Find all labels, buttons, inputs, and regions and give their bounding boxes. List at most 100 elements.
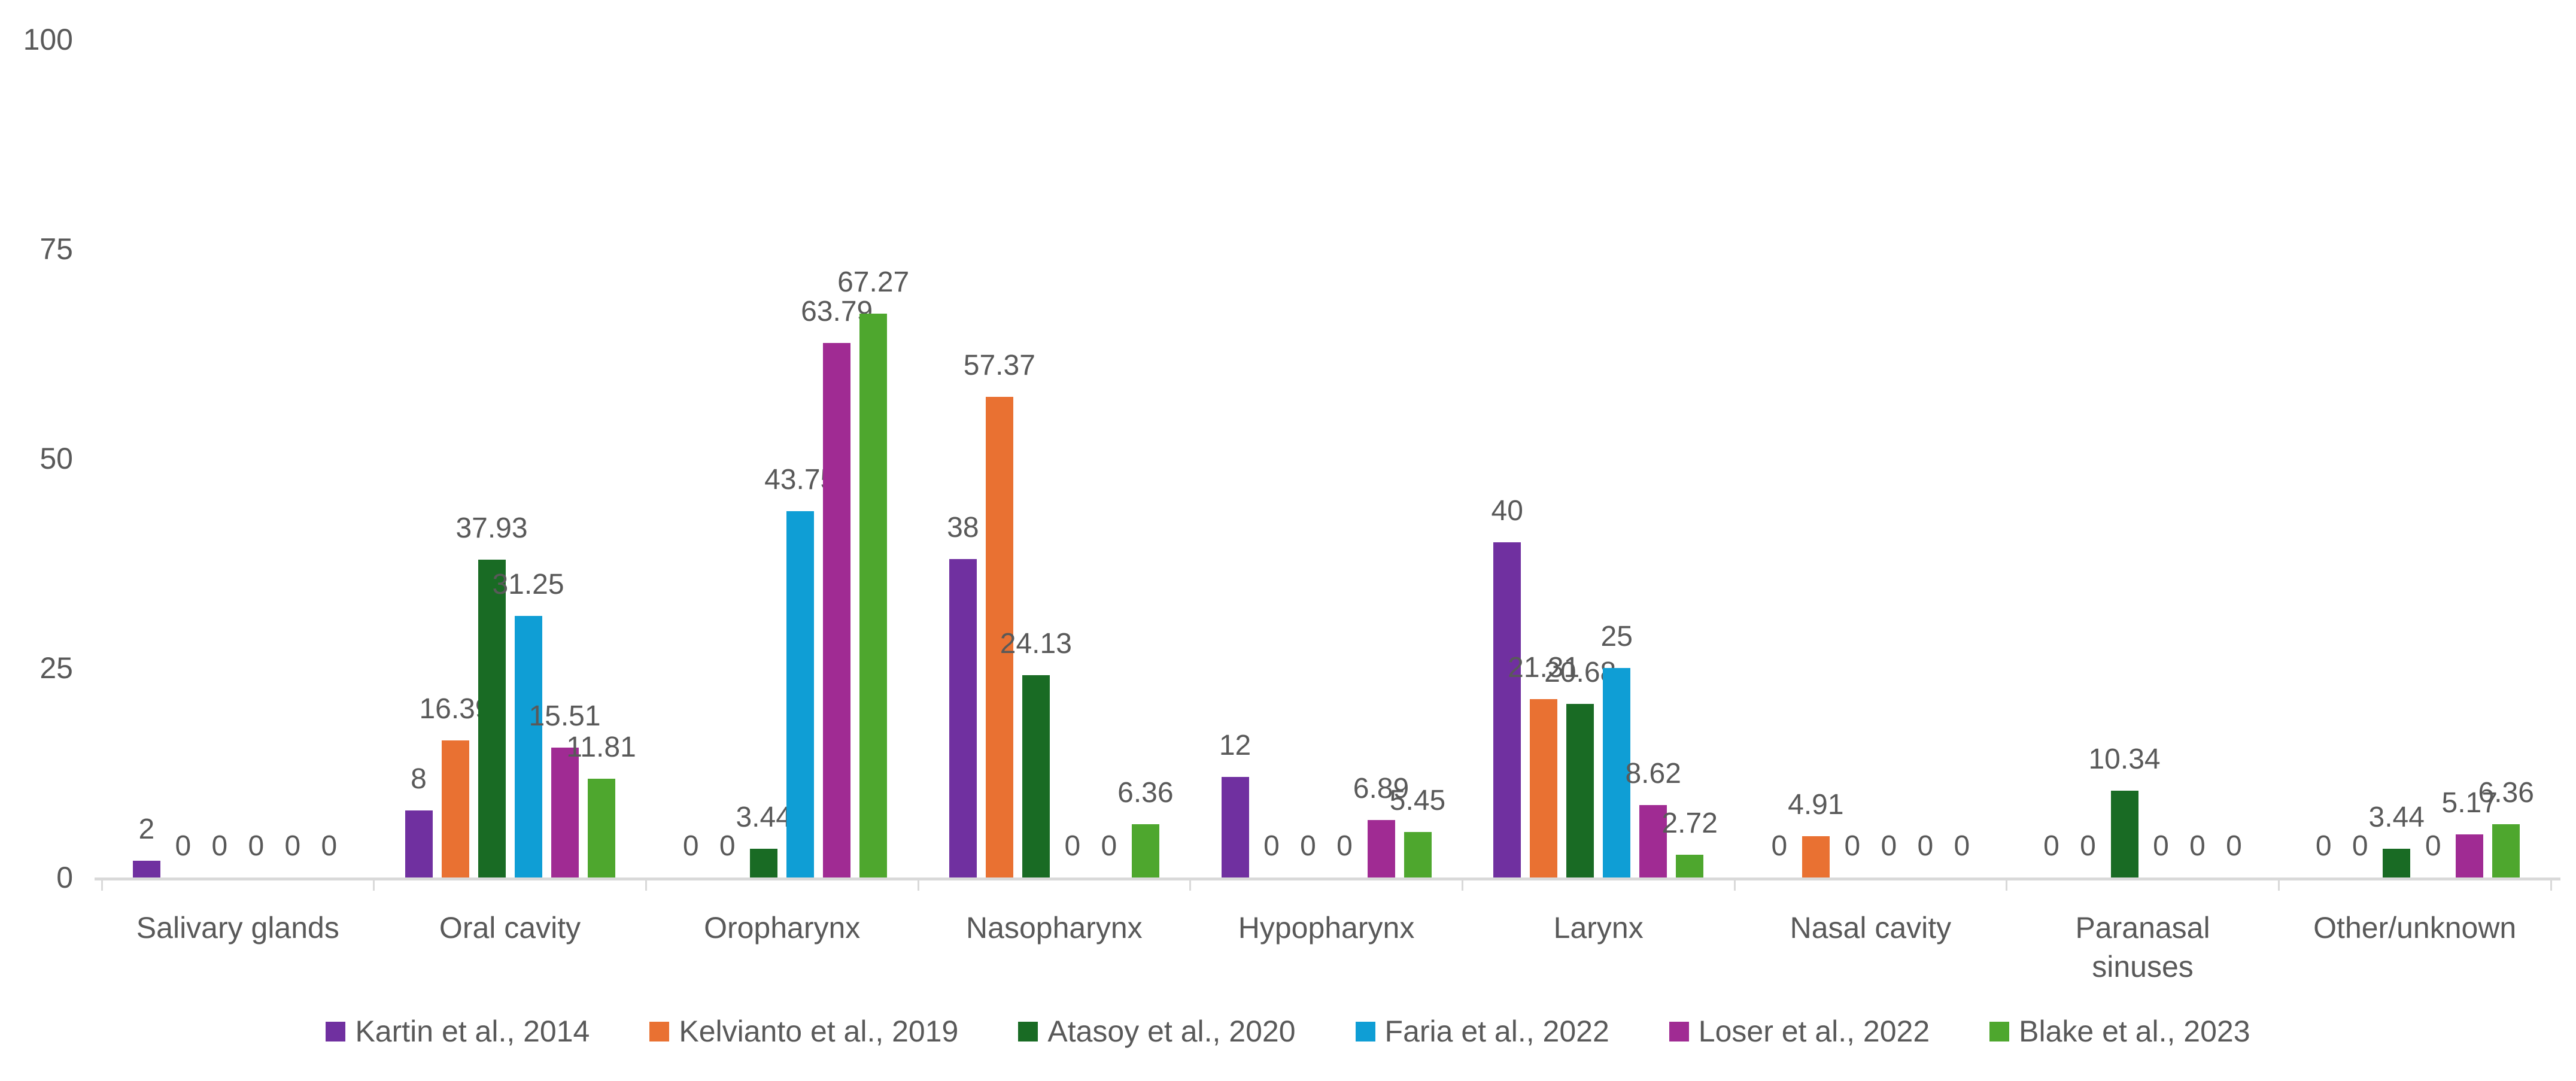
bar-slot: 5.17 [2441,40,2498,877]
value-label: 0 [2153,830,2169,862]
bar-slot: 57.37 [964,40,1035,877]
value-label: 25 [1600,621,1633,652]
value-label: 4.91 [1788,789,1844,821]
value-label: 0 [1844,830,1861,862]
bar-slot: 0 [1258,40,1286,877]
value-label: 0 [2315,830,2332,862]
value-label: 5.17 [2441,787,2498,819]
bar-slot: 0 [169,40,197,877]
bar-slot: 38 [947,40,979,877]
bar-slot: 63.79 [801,40,873,877]
legend-swatch [649,1021,670,1041]
value-label: 0 [2189,830,2206,862]
bar-group-paranasal-sinuses: 0 0 10.34 0 0 0 Paranasal sinuses [2007,40,2279,983]
bar-slot: 6.89 [1353,40,1409,877]
value-label: 0 [719,830,736,862]
value-label: 8 [411,763,427,795]
bar-slot: 3.44 [2368,40,2425,877]
legend-item: Blake et al., 2023 [1989,1016,2250,1046]
bar [514,615,542,877]
bar [2456,834,2484,877]
x-axis-tick [1733,877,1736,891]
value-label: 2.72 [1661,807,1718,839]
bar-slot: 24.13 [1000,40,1072,877]
bar [478,559,506,877]
bar-slot: 0 [2419,40,2447,877]
value-label: 0 [1336,830,1353,862]
legend-swatch [1989,1021,2010,1041]
legend-label: Faria et al., 2022 [1384,1015,1609,1048]
x-axis-tick [2006,877,2008,891]
x-axis-tick [1189,877,1192,891]
category-label: Oral cavity [439,911,581,945]
value-label: 40 [1491,495,1523,527]
bar-slot: 12 [1219,40,1251,877]
bar-group-larynx: 40 21.31 20.68 25 8.62 2.72 Larynx [1462,40,1734,945]
bar-slot: 8 [405,40,433,877]
bar [1603,668,1631,877]
category-label: Other/unknown [2313,911,2517,945]
legend-item: Kelvianto et al., 2019 [649,1016,958,1046]
bar [750,848,778,877]
value-label: 0 [321,830,338,862]
value-label: 0 [1263,830,1280,862]
x-axis-tick [373,877,375,891]
category-label: Hypopharynx [1238,911,1415,945]
bars-row: 12 0 0 0 6.89 5.45 [1190,40,1463,877]
bar-slot: 5.45 [1390,40,1445,877]
bar-slot: 11.81 [566,40,636,877]
bar-slot: 6.36 [2478,40,2534,877]
bar [1367,819,1395,877]
legend-item: Loser et al., 2022 [1669,1016,1930,1046]
legend-swatch [326,1021,346,1041]
bar [786,511,815,877]
bar-slot: 0 [2184,40,2212,877]
x-axis-tick [645,877,647,891]
bar [859,314,888,877]
legend-swatch [1018,1021,1038,1041]
bar-slot: 0 [1059,40,1086,877]
bar-slot: 0 [2346,40,2374,877]
value-label: 5.45 [1389,784,1446,816]
value-label: 0 [2352,830,2368,862]
category-label: Nasopharynx [966,911,1143,945]
value-label: 0 [2080,830,2096,862]
legend-item: Atasoy et al., 2020 [1018,1016,1296,1046]
bar-group-other-unknown: 0 0 3.44 0 5.17 6.36 Other/unknown [2279,40,2551,945]
bar [1493,542,1521,877]
value-label: 3.44 [2368,801,2425,833]
bar-slot: 20.68 [1544,40,1616,877]
bar [1676,854,1704,877]
y-tick-label: 100 [23,23,73,56]
bar-slot: 0 [2038,40,2065,877]
value-label: 6.89 [1353,772,1409,804]
bar-slot: 15.51 [528,40,601,877]
bar-slot: 0 [242,40,270,877]
bar-slot: 0 [677,40,704,877]
bar-slot: 10.34 [2088,40,2161,877]
bars-row: 0 0 10.34 0 0 0 [2007,40,2279,877]
value-label: 6.36 [1117,776,1174,809]
bar-group-oropharynx: 0 0 3.44 43.75 63.79 67.27 Oropharynx [646,40,918,945]
y-tick-label: 50 [40,442,73,475]
y-tick-label: 75 [40,232,73,266]
value-label: 0 [1101,830,1117,862]
x-axis-tick [917,877,919,891]
bar-slot: 40 [1491,40,1523,877]
bar [1404,831,1432,877]
value-label: 15.51 [528,700,601,732]
bar [587,778,615,877]
bar-slot: 0 [315,40,343,877]
value-label: 10.34 [2088,743,2161,776]
bar [1802,836,1830,877]
category-label: Larynx [1553,911,1644,945]
category-label: Salivary glands [136,911,339,945]
bar-slot: 16.39 [419,40,491,877]
bar [1131,824,1159,877]
value-label: 21.31 [1508,651,1580,684]
value-label: 0 [284,830,301,862]
category-label: Oropharynx [704,911,861,945]
bar-groups: 2 0 0 0 0 0 Salivary glands 8 16.39 37.93 31.25 15.… [102,40,2551,983]
bar [405,810,433,877]
